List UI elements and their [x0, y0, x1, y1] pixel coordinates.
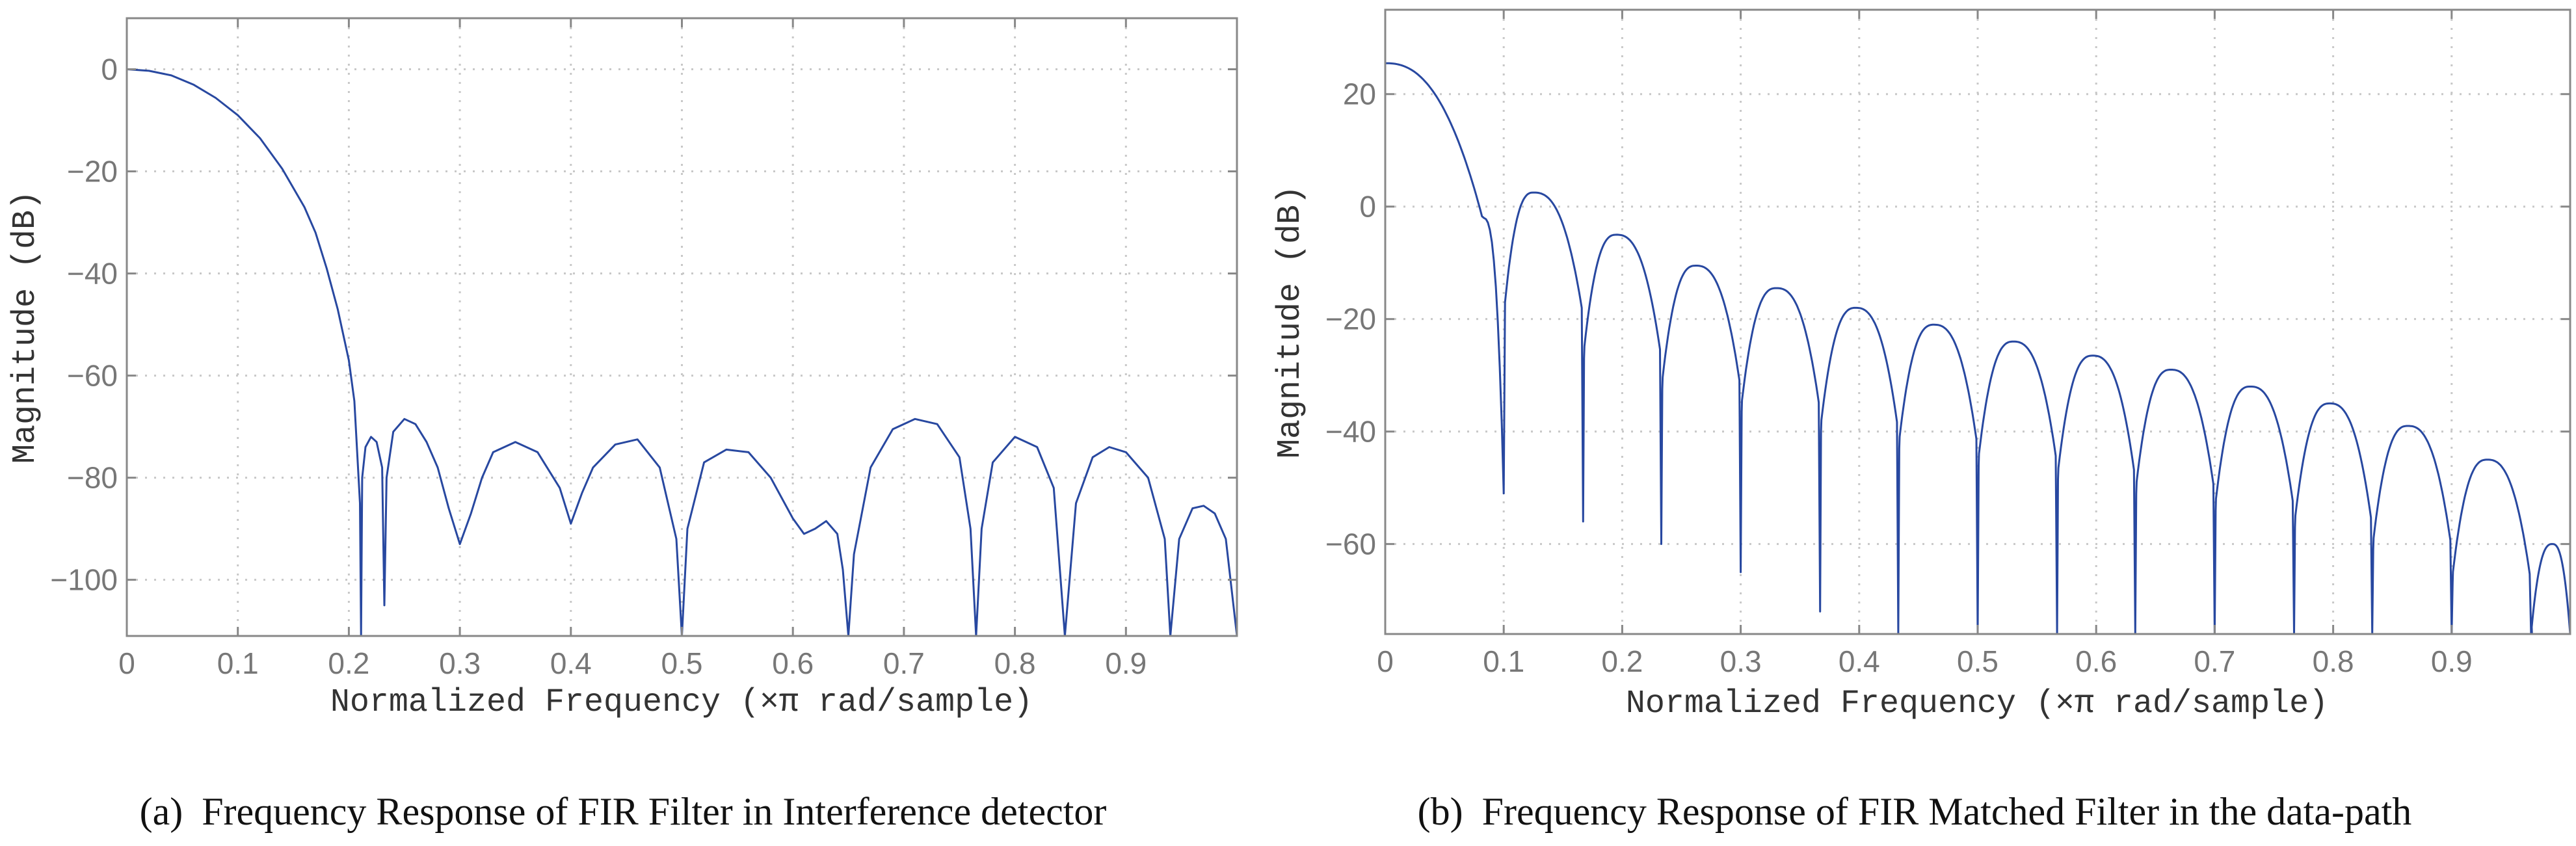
x-tick-label-a: 0.2 — [328, 646, 369, 680]
x-tick-label-a: 0.3 — [439, 646, 481, 680]
x-tick-label-a: 0.7 — [883, 646, 925, 680]
caption-label-a: (a) — [140, 790, 183, 833]
y-tick-label-b: −20 — [1325, 302, 1376, 336]
y-tick-label-a: −80 — [67, 461, 118, 495]
caption-b: (b) Frequency Response of FIR Matched Fi… — [1418, 790, 2412, 833]
chart-panel-a: 0 0.1 0.2 0.3 0.4 0.5 0.6 0.7 0.8 0.9 0 −20 −40 −60 −… — [7, 17, 1238, 833]
caption-text-a: Frequency Response of FIR Filter in Inte… — [202, 790, 1106, 833]
y-tick-label-b: 20 — [1343, 77, 1376, 111]
x-tick-label-b: 0.7 — [2194, 644, 2235, 678]
x-tick-label-b: 0.8 — [2313, 644, 2354, 678]
y-tick-label-a: −40 — [67, 257, 118, 291]
y-axis-label-b: Magnitude (dB) — [1272, 185, 1309, 458]
y-tick-label-a: −60 — [67, 359, 118, 393]
y-tick-labels-a: 0 −20 −40 −60 −80 −100 — [50, 53, 118, 597]
x-tick-label-b: 0.6 — [2075, 644, 2117, 678]
series-line-a — [126, 68, 1238, 637]
chart-panel-b: 0 0.1 0.2 0.3 0.4 0.5 0.6 0.7 0.8 0.9 20 0 −20 −40 −6… — [1272, 8, 2571, 833]
y-tick-label-a: 0 — [101, 53, 118, 86]
x-tick-label-a: 0.1 — [217, 646, 259, 680]
ticks-b — [1384, 10, 2570, 634]
x-tick-label-a: 0.5 — [661, 646, 703, 680]
x-tick-label-b: 0.1 — [1483, 644, 1524, 678]
y-tick-label-a: −20 — [67, 155, 118, 189]
x-tick-label-b: 0.9 — [2431, 644, 2473, 678]
x-tick-label-b: 0 — [1377, 644, 1394, 678]
y-tick-labels-b: 20 0 −20 −40 −60 — [1325, 77, 1376, 561]
x-tick-label-a: 0 — [118, 646, 135, 680]
y-tick-label-b: −40 — [1325, 415, 1376, 449]
x-tick-label-a: 0.6 — [772, 646, 814, 680]
x-tick-label-a: 0.8 — [994, 646, 1036, 680]
caption-text-b: Frequency Response of FIR Matched Filter… — [1482, 790, 2412, 833]
x-tick-label-a: 0.4 — [550, 646, 592, 680]
y-tick-label-b: −60 — [1325, 527, 1376, 561]
y-axis-label-a: Magnitude (dB) — [7, 191, 44, 464]
caption-a: (a) Frequency Response of FIR Filter in … — [140, 790, 1107, 833]
x-tick-label-b: 0.4 — [1839, 644, 1880, 678]
series-line-b — [1385, 62, 2571, 635]
x-axis-label-b: Normalized Frequency (×π rad/sample) — [1626, 685, 2328, 722]
x-tick-labels-a: 0 0.1 0.2 0.3 0.4 0.5 0.6 0.7 0.8 0.9 — [118, 646, 1147, 680]
x-axis-label-a: Normalized Frequency (×π rad/sample) — [330, 684, 1033, 721]
x-tick-label-b: 0.3 — [1720, 644, 1762, 678]
y-tick-label-b: 0 — [1359, 190, 1376, 224]
grid-a — [127, 18, 1237, 636]
x-tick-label-a: 0.9 — [1105, 646, 1147, 680]
x-tick-labels-b: 0 0.1 0.2 0.3 0.4 0.5 0.6 0.7 0.8 0.9 — [1377, 644, 2473, 678]
y-tick-label-a: −100 — [50, 563, 118, 597]
ticks-a — [126, 18, 1237, 636]
x-tick-label-b: 0.5 — [1957, 644, 1998, 678]
x-tick-label-b: 0.2 — [1601, 644, 1643, 678]
caption-label-b: (b) — [1418, 790, 1463, 833]
